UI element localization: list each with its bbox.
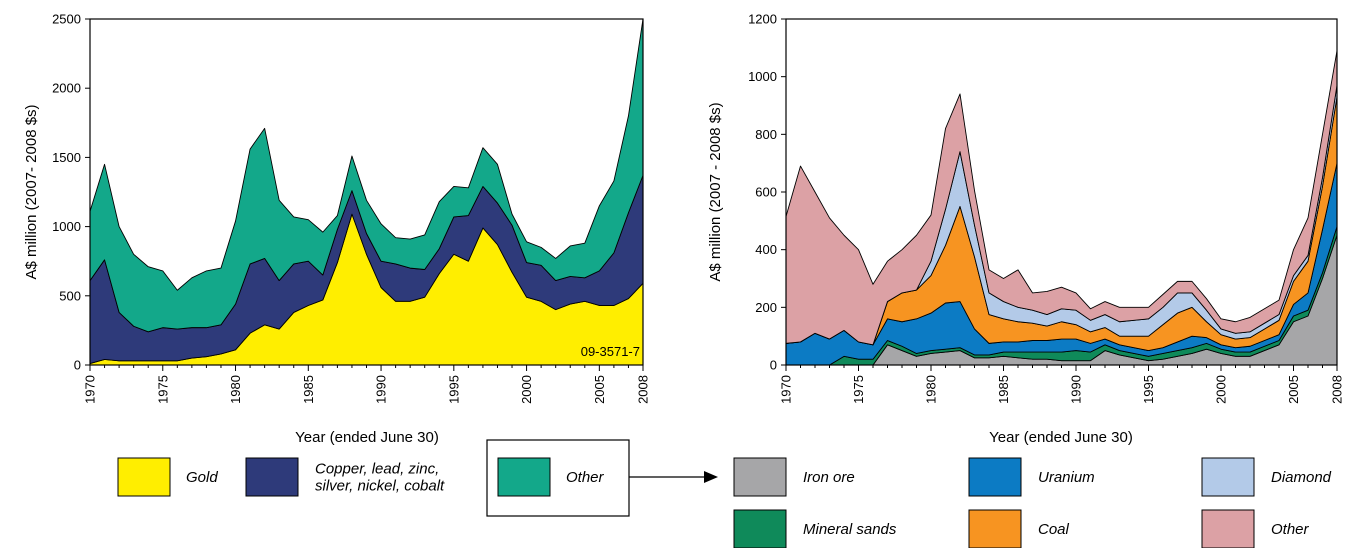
legend-item-base-metals-swatch [245, 457, 299, 497]
right-legend: Iron ore Uranium Diamond Mineral sands Coal O… [733, 457, 1332, 548]
left-x-tick-label: 2008 [636, 375, 651, 404]
legend-item-uranium: Uranium [968, 457, 1095, 497]
legend-item-base-metals-label: Copper, lead, zinc, silver, nickel, cobal… [315, 461, 445, 495]
right-y-tick-label: 400 [755, 242, 777, 257]
left-y-tick-label: 500 [59, 288, 81, 303]
right-x-tick-label: 1990 [1069, 375, 1084, 404]
legend-item-diamond-label: Diamond [1271, 469, 1332, 486]
left-x-tick-label: 1995 [446, 375, 461, 404]
right-x-tick-label: 1970 [779, 375, 794, 404]
right-x-tick-label: 1985 [996, 375, 1011, 404]
left-y-axis-label: A$ million (2007- 2008 $s) [23, 104, 40, 279]
left-y-tick-label: 1000 [52, 219, 81, 234]
legend-item-diamond: Diamond [1201, 457, 1332, 497]
left-x-tick-label: 2005 [592, 375, 607, 404]
right-x-tick-label: 1995 [1141, 375, 1156, 404]
legend-item-other-label: Other [566, 469, 605, 486]
legend-item-gold-label: Gold [186, 469, 218, 486]
legend-item-mineral-sands-swatch [733, 509, 787, 548]
right-y-tick-label: 600 [755, 185, 777, 200]
left-x-tick-label: 2000 [519, 375, 534, 404]
legend-item-uranium-swatch [968, 457, 1022, 497]
legend-item-other-right: Other [1201, 509, 1310, 548]
left-chart: 0 500 1000 1500 2000 2500 1970 1975 1980 1985 1990… [52, 12, 650, 404]
right-chart: 0 200 400 600 800 1000 1200 1970 1975 1980 1985 199… [748, 12, 1344, 404]
right-y-tick-label: 1000 [748, 69, 777, 84]
legend-item-iron-ore-label: Iron ore [803, 469, 855, 486]
legend-item-uranium-label: Uranium [1038, 469, 1095, 486]
left-x-tick-label: 1970 [83, 375, 98, 404]
left-x-tick-label: 1975 [155, 375, 170, 404]
legend-item-coal: Coal [968, 509, 1070, 548]
legend-item-mineral-sands: Mineral sands [733, 509, 897, 548]
legend-item-other: Other [497, 457, 605, 497]
right-x-tick-label: 2008 [1330, 375, 1345, 404]
legend-item-gold-swatch [117, 457, 171, 497]
right-x-tick-label: 2005 [1286, 375, 1301, 404]
left-legend: Gold Copper, lead, zinc, silver, nickel, c… [117, 439, 630, 517]
left-y-tick-label: 1500 [52, 150, 81, 165]
legend-item-diamond-swatch [1201, 457, 1255, 497]
left-y-tick-label: 0 [74, 358, 81, 373]
right-x-axis-label: Year (ended June 30) [989, 429, 1133, 446]
right-x-tick-label: 1980 [924, 375, 939, 404]
figure-reference-number: 09-3571-7 [581, 344, 640, 359]
left-x-tick-label: 1985 [301, 375, 316, 404]
right-y-axis-label: A$ million (2007 - 2008 $s) [707, 102, 724, 281]
legend-item-gold: Gold [117, 457, 218, 497]
right-y-tick-label: 800 [755, 127, 777, 142]
right-x-tick-label: 2000 [1214, 375, 1229, 404]
left-y-tick-label: 2500 [52, 12, 81, 27]
right-y-tick-label: 200 [755, 300, 777, 315]
left-x-tick-label: 1980 [228, 375, 243, 404]
legend-item-iron-ore-swatch [733, 457, 787, 497]
legend-item-coal-label: Coal [1038, 521, 1070, 538]
legend-item-base-metals: Copper, lead, zinc, silver, nickel, cobal… [245, 457, 445, 497]
legend-item-other-right-swatch [1201, 509, 1255, 548]
legend-item-iron-ore: Iron ore [733, 457, 855, 497]
legend-item-other-swatch [497, 457, 551, 497]
right-x-tick-label: 1975 [851, 375, 866, 404]
legend-item-mineral-sands-label: Mineral sands [803, 521, 897, 538]
left-y-tick-label: 2000 [52, 81, 81, 96]
left-x-tick-label: 1990 [374, 375, 389, 404]
legend-other-highlight-box [486, 439, 630, 517]
left-x-axis-label: Year (ended June 30) [295, 429, 439, 446]
legend-item-other-right-label: Other [1271, 521, 1310, 538]
right-y-tick-label: 0 [770, 358, 777, 373]
legend-connector-arrow [629, 471, 718, 483]
legend-item-coal-swatch [968, 509, 1022, 548]
right-y-tick-label: 1200 [748, 12, 777, 27]
